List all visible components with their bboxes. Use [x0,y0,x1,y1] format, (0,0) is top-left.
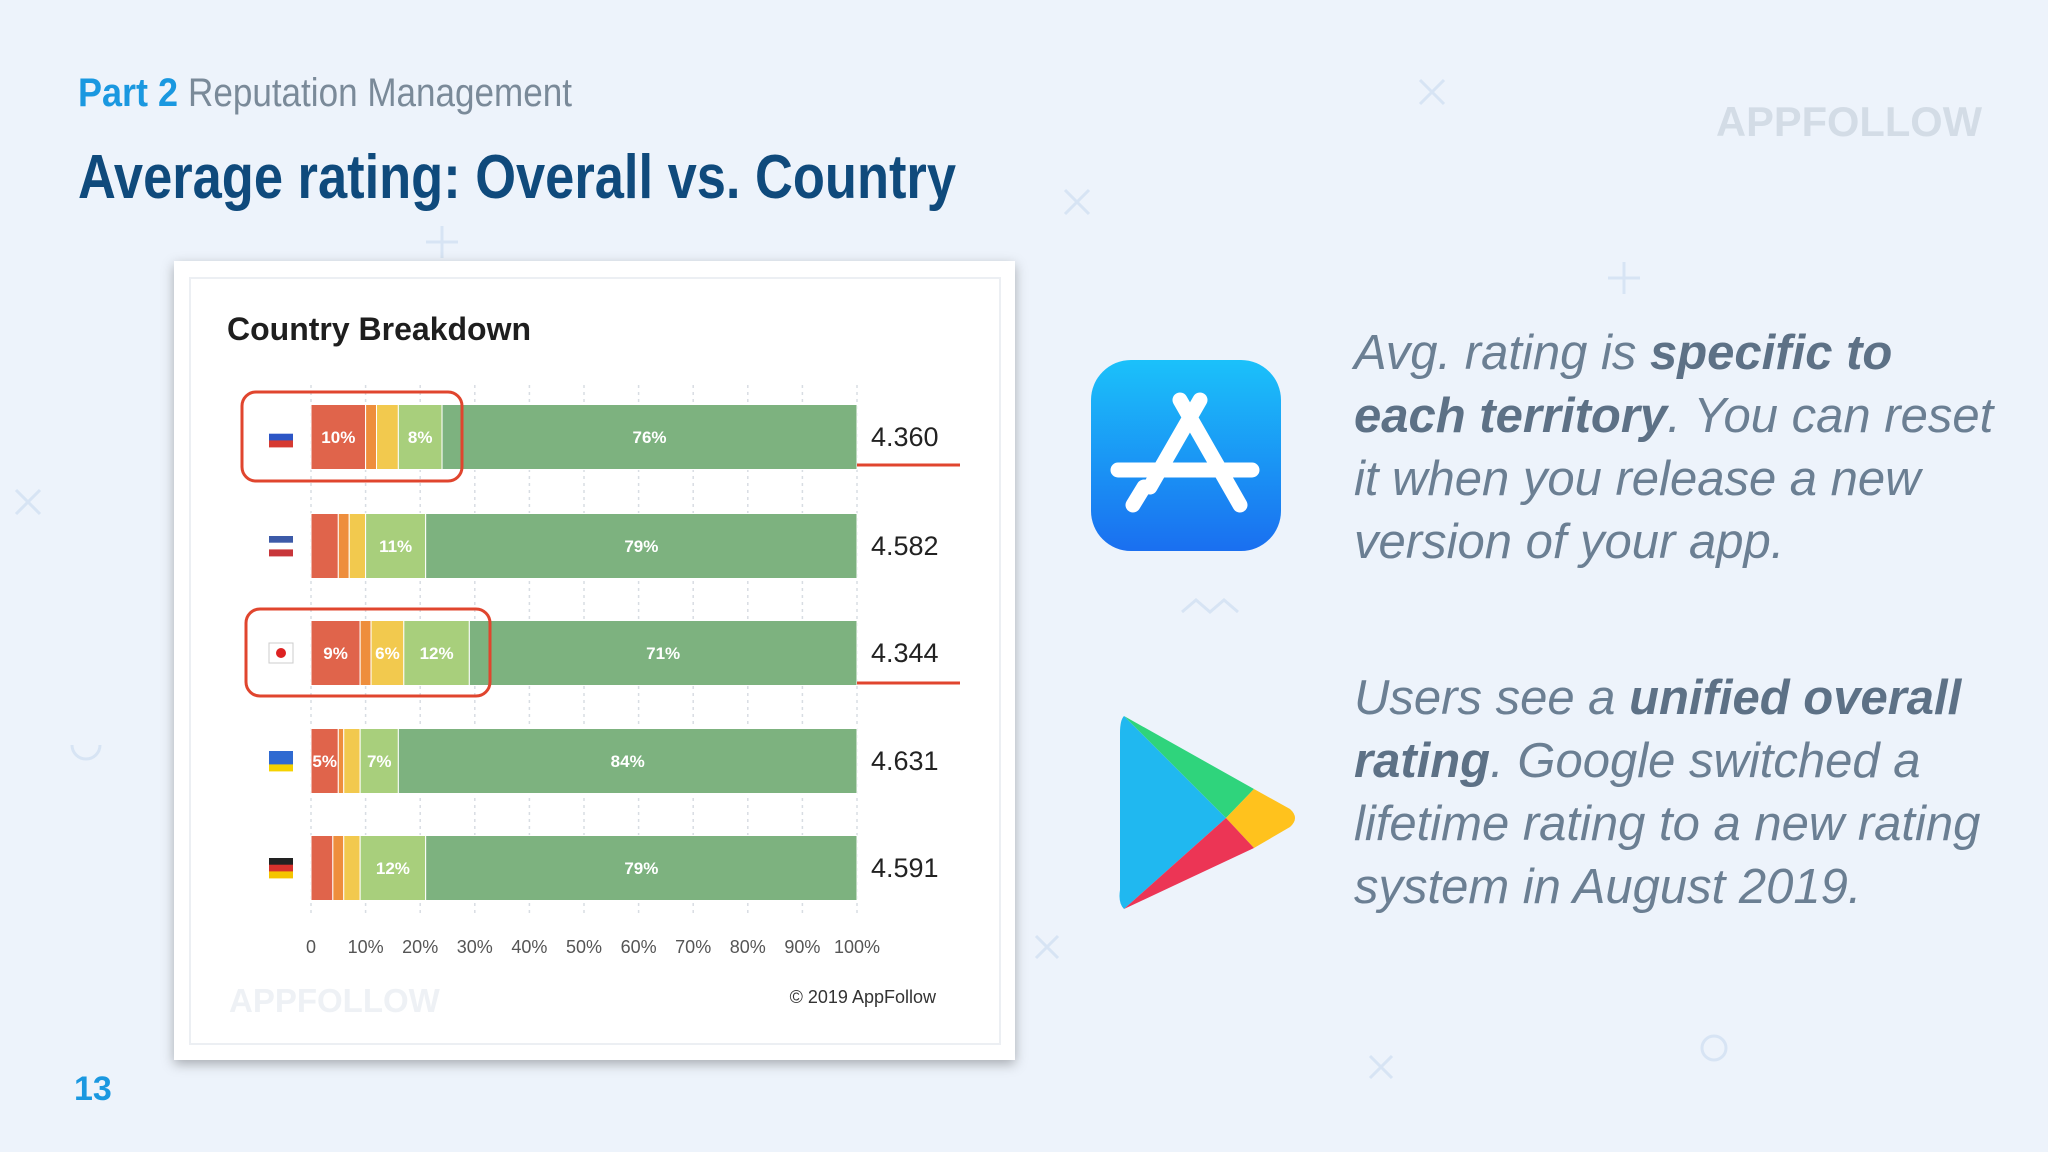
flag-stripe [269,656,293,664]
bar-segment [337,513,350,579]
copyright: © 2019 AppFollow [790,987,937,1007]
flag-stripe [269,433,293,441]
flag [269,858,293,879]
data-label: 12% [376,859,410,878]
google-play-icon [1119,716,1295,909]
bar-segment [310,513,339,579]
bar-segment [310,404,367,470]
flag [269,751,293,772]
text-run: unified overall rating [1354,671,1962,788]
data-label: 11% [379,537,412,556]
bar-segment [343,835,361,901]
x-tick-label: 40% [511,937,547,957]
x-tick-label: 100% [834,937,880,957]
x-tick-label: 0 [306,937,316,957]
bar-segment [359,620,372,686]
flag-stripe [269,440,293,448]
flag-stripe [269,858,293,865]
bar-segment [310,835,334,901]
text-run: specific to each territory [1354,326,1893,443]
bar-segment [468,620,858,686]
decorations [14,78,1728,1080]
x-tick-label: 70% [675,937,711,957]
bar-segment [397,728,858,794]
data-label: 79% [624,537,658,556]
chart-title: Country Breakdown [227,311,531,347]
flag-border [268,642,294,664]
bar-segment [310,728,339,794]
bar-segment [403,620,470,686]
flag [269,427,293,448]
app-store-icon [1091,360,1281,551]
x-tick-label: 90% [784,937,820,957]
flag-dot [276,648,286,658]
data-label: 8% [408,428,433,447]
slide-title: Average rating: Overall vs. Country [78,143,956,212]
data-label: 6% [375,644,400,663]
part-label: Part 2 [78,71,178,115]
flag-stripe [269,764,293,772]
flag [268,642,294,664]
highlights [240,390,960,698]
bar-segment [425,513,858,579]
x-tick-label: 20% [402,937,438,957]
bar-segment [359,835,427,901]
bar-segment [343,728,361,794]
bar-segment [332,835,345,901]
text-run: Avg. rating is [1354,326,1650,380]
bar-segment [441,404,858,470]
x-tick-label: 60% [621,937,657,957]
data-label: 79% [624,859,658,878]
rating-label: 4.582 [871,531,939,561]
rating-label: 4.344 [871,638,939,668]
data-label: 10% [321,428,355,447]
bar-segment [397,404,443,470]
bar-segment [348,513,367,579]
text-run: . Google switched a lifetime rating to a… [1354,734,1981,914]
page-number: 13 [74,1070,112,1108]
data-label: 84% [611,752,645,771]
data-label: 7% [367,752,392,771]
data-label: 71% [646,644,680,663]
text-run: Users see a [1354,671,1630,725]
flag-stripe [269,542,293,550]
flag-stripe [269,536,293,543]
bar-segment [376,404,399,470]
paragraph: Users see a unified overall rating. Goog… [1354,667,1994,919]
rating-label: 4.591 [871,853,939,883]
bar-segment [370,620,405,686]
plot: 0 10% 20% 30% 40% 50% 60% 70% 80% 90% 100% 10% 8% 76%… [268,385,939,957]
x-tick-label: 30% [457,937,493,957]
bar-segment [425,835,858,901]
flag-stripe [269,864,293,872]
x-tick-label: 80% [730,937,766,957]
data-label: 5% [312,752,337,771]
data-label: 9% [323,644,348,663]
section-label: Reputation Management [188,71,572,115]
bar-segment [365,404,378,470]
bar-segment [365,513,427,579]
bar-segment [310,620,361,686]
bar-segment [359,728,399,794]
flag-stripe [269,751,293,758]
flag [269,536,293,557]
rating-label: 4.360 [871,422,939,452]
data-label: 76% [633,428,667,447]
data-label: 12% [420,644,454,663]
rating-label: 4.631 [871,746,939,776]
watermark: APPFOLLOW [1716,98,1982,145]
paragraph: Avg. rating is specific to each territor… [1354,322,1994,574]
flag-stripe [269,871,293,879]
bar-segment [337,728,345,794]
x-tick-label: 50% [566,937,602,957]
flag-stripe [269,643,293,650]
flag-stripe [269,757,293,765]
text-run: . You can reset it when you release a ne… [1354,389,1994,569]
flag-stripe [269,549,293,557]
x-tick-label: 10% [348,937,384,957]
flag-stripe [269,427,293,434]
chart-watermark: APPFOLLOW [229,982,441,1019]
